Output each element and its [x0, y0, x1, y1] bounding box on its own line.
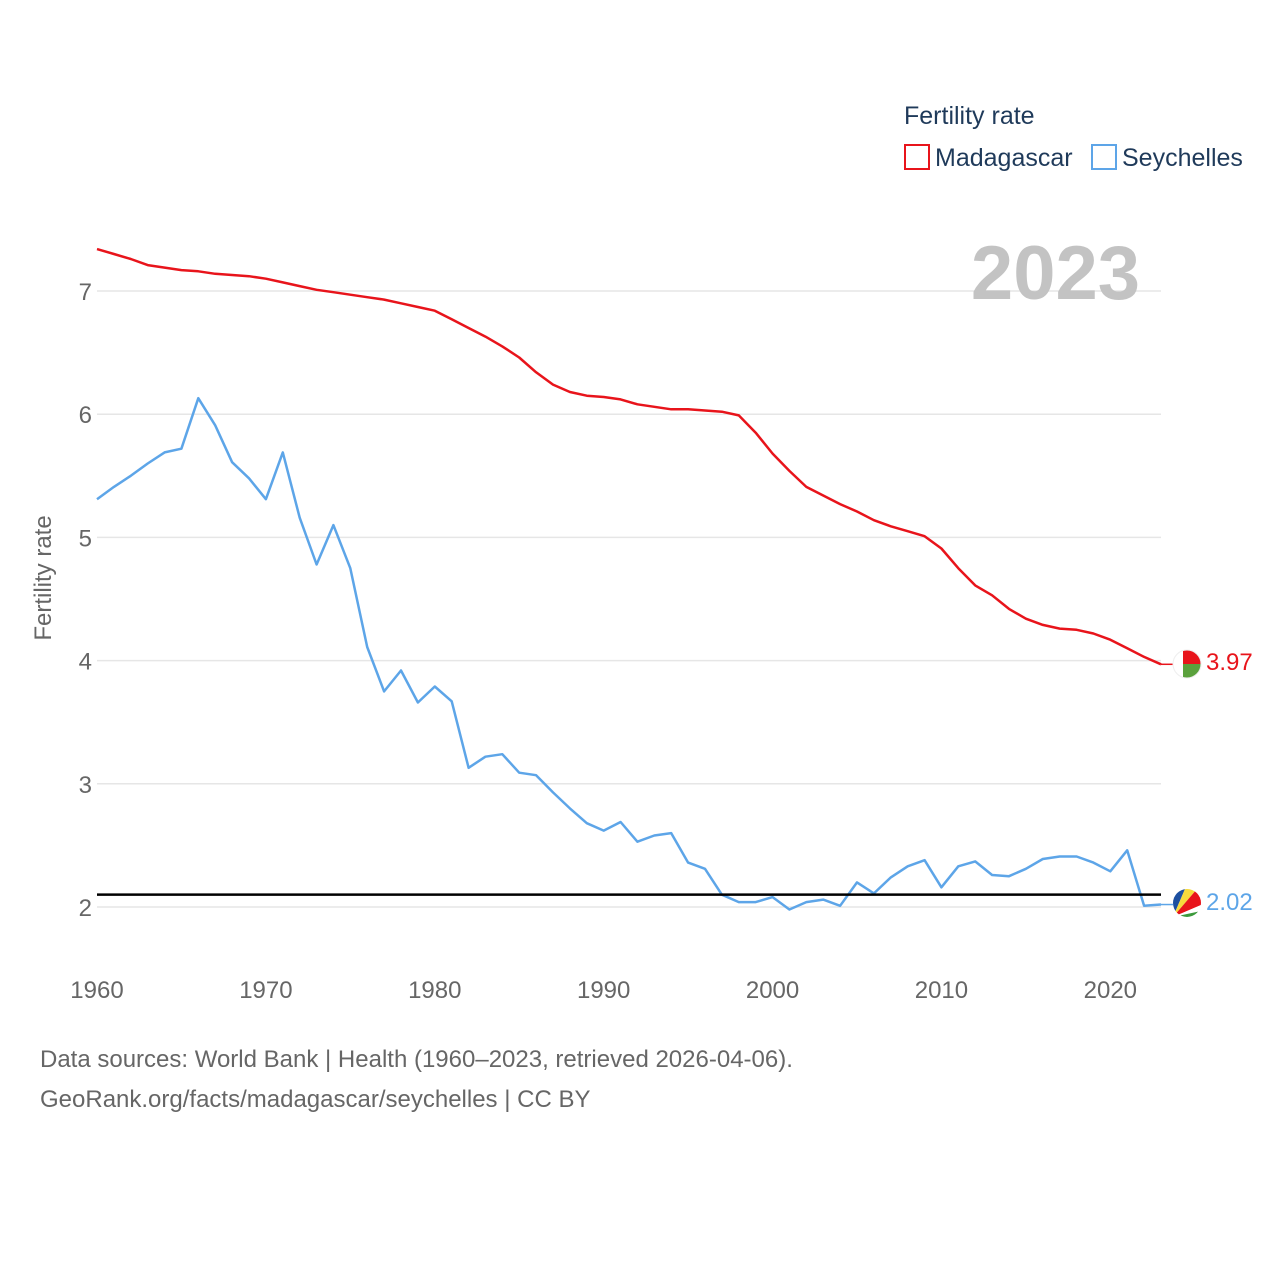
legend-label-seychelles: Seychelles — [1122, 144, 1243, 172]
seychelles-end-value: 2.02 — [1206, 889, 1253, 916]
x-tick-label: 2000 — [746, 977, 799, 1004]
gridlines — [97, 290, 1161, 908]
seychelles-flag-icon — [1173, 889, 1201, 917]
y-tick-label: 6 — [79, 402, 92, 429]
legend: Fertility rate Madagascar Seychelles — [904, 102, 1243, 172]
footer-data-sources: Data sources: World Bank | Health (1960–… — [40, 1046, 793, 1073]
y-tick-label: 2 — [79, 895, 92, 922]
series-line-madagascar — [96, 247, 1162, 666]
year-label: 2023 — [971, 231, 1140, 316]
y-tick-label: 5 — [79, 525, 92, 552]
series-line-seychelles — [96, 396, 1162, 911]
x-tick-label: 1970 — [239, 977, 292, 1004]
y-axis-ticks: 2 3 4 5 6 7 — [79, 279, 92, 922]
series-lines — [96, 247, 1173, 911]
legend-label-madagascar: Madagascar — [935, 144, 1073, 172]
legend-title: Fertility rate — [904, 102, 1035, 130]
x-tick-label: 1960 — [70, 977, 123, 1004]
y-tick-label: 4 — [79, 649, 92, 676]
x-tick-label: 1990 — [577, 977, 630, 1004]
y-tick-label: 3 — [79, 772, 92, 799]
x-axis-ticks: 1960 1970 1980 1990 2000 2010 2020 — [70, 977, 1137, 1004]
y-axis-label: Fertility rate — [30, 515, 57, 640]
x-tick-label: 2020 — [1084, 977, 1137, 1004]
legend-swatch-seychelles — [1091, 144, 1117, 170]
legend-swatch-madagascar — [904, 144, 930, 170]
x-tick-label: 1980 — [408, 977, 461, 1004]
footer-attribution: GeoRank.org/facts/madagascar/seychelles … — [40, 1086, 591, 1113]
madagascar-flag-icon — [1172, 649, 1202, 679]
y-tick-label: 7 — [79, 279, 92, 306]
x-tick-label: 2010 — [915, 977, 968, 1004]
madagascar-end-value: 3.97 — [1206, 649, 1253, 676]
end-markers — [1172, 649, 1202, 917]
